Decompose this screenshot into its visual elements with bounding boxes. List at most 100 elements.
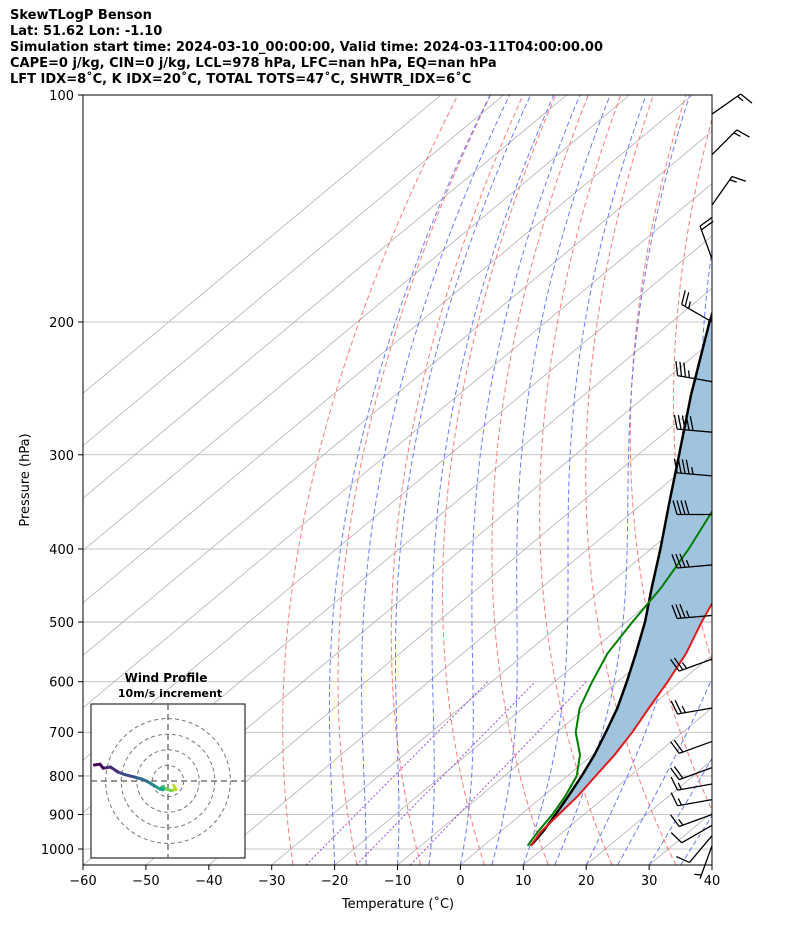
barb-shaft [677,614,713,620]
isotherm-line [523,707,712,865]
y-tick-label: 100 [49,89,74,104]
barb-flag [670,700,679,715]
moist-adiabat-line [585,246,712,865]
barb-shaft [699,225,713,260]
x-axis-label: Temperature (˚C) [341,896,454,912]
dry-adiabat-line [673,116,712,664]
barb-flag [689,416,694,431]
x-tick-label: −20 [321,874,348,889]
profile-lines-layer [526,310,712,847]
barb-half-flag [685,559,690,568]
barb-flag [683,362,687,378]
barb-shaft [678,767,713,781]
y-tick-label: 600 [49,676,74,691]
wind-barb [670,792,713,807]
barb-half-flag [687,301,692,309]
barb-flag [736,129,750,138]
barb-flag [671,604,678,619]
barb-flag [701,220,714,231]
x-tick-label: 0 [456,874,464,889]
y-axis-label: Pressure (hPa) [18,433,33,526]
wind-barb [711,93,753,115]
barb-shaft [677,564,713,569]
y-tick-label: 500 [49,616,74,631]
x-tick-label: −40 [195,874,222,889]
dry-adiabat-line [715,95,794,865]
cape-fill-layer [530,314,712,846]
barb-flag [676,500,682,515]
isotherm-line [711,864,712,865]
barb-flag [675,361,679,376]
dry-adiabat-line [756,95,794,865]
barb-flag [672,500,678,515]
hodograph-segment [123,773,136,779]
barb-half-flag [694,873,702,876]
barb-flag [699,217,713,227]
barb-shaft [678,813,713,828]
barb-shaft [711,176,733,206]
isotherm-line [83,95,567,499]
isotherm-line [83,130,712,656]
wind-barb [673,414,713,433]
barb-shaft [699,845,713,879]
hodograph-segment [92,762,102,767]
barb-half-flag [685,610,690,618]
barb-flag [681,415,686,430]
barb-half-flag [736,95,744,102]
x-tick-label: 20 [578,874,595,889]
y-tick-label: 1000 [41,843,74,858]
x-tick-label: −60 [69,874,96,889]
temperature-profile-line [529,601,712,847]
moist-adiabat-line [522,95,647,865]
wind-barb [670,813,713,828]
barb-flag [680,500,686,515]
y-tick-label: 200 [49,316,74,331]
wind-barb [673,458,713,477]
barb-flag [677,415,682,430]
x-tick-label: 40 [704,874,721,889]
barb-flag [673,458,678,473]
barb-flag [679,361,683,377]
barb-flag [673,414,678,430]
chart-header: SkewTLogP Benson Lat: 51.62 Lon: -1.10 S… [10,8,603,88]
barb-half-flag [677,782,683,790]
barb-flag [679,603,686,619]
y-tick-label: 900 [49,809,74,824]
isotherm-line [83,95,693,604]
isotherm-line [397,602,712,865]
barb-flag [685,459,690,475]
moist-adiabat-line [428,95,555,865]
barb-flag [670,792,679,806]
moist-adiabat-line [554,95,691,865]
barb-half-flag [681,705,686,713]
barb-shaft [711,129,738,156]
y-tick-label: 400 [49,543,74,558]
wind-barb [675,835,713,864]
isotherm-line [460,654,712,865]
x-tick-label: 30 [641,874,658,889]
hodograph-subtitle: 10m/s increment [118,687,222,700]
barb-flag [681,459,686,474]
x-tick-label: 10 [515,874,532,889]
y-tick-label: 800 [49,770,74,785]
hodograph-inset: Wind Profile 10m/s increment [90,671,246,859]
wind-barb [711,175,747,206]
simulation-times: Simulation start time: 2024-03-10_00:00:… [10,40,603,55]
indices-line-2: LFT IDX=8˚C, K IDX=20˚C, TOTAL TOTS=47˚C… [10,72,472,87]
hodograph-ring [136,749,200,813]
x-tick-label: −10 [384,874,411,889]
barb-flag [675,604,682,619]
wind-barb [670,776,713,791]
dry-adiabat-line [337,95,491,865]
barb-flag [677,458,682,474]
barb-flag [670,658,680,672]
barb-flag [740,93,753,104]
dry-adiabat-line [390,95,524,865]
barb-flag [674,699,683,714]
dry-adiabat-line [282,95,459,865]
wind-barb [694,845,713,879]
wind-barb [711,129,750,156]
barb-shaft [689,835,713,863]
barb-half-flag [687,370,690,378]
